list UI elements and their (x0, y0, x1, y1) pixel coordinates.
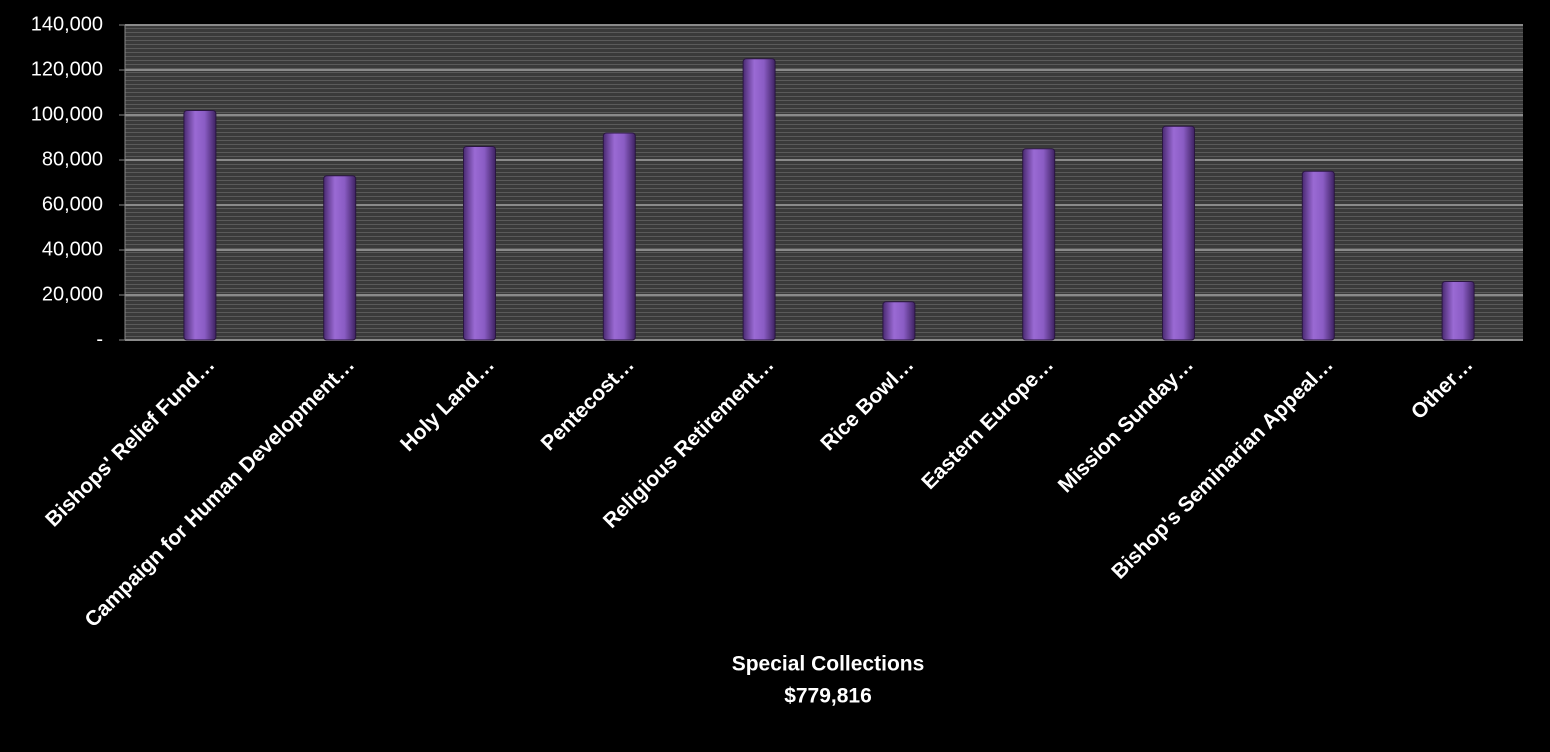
x-axis-title: Special Collections (732, 653, 925, 676)
bar (183, 110, 217, 341)
x-tick-label: Holy Land… (396, 353, 499, 456)
x-tick-label: Rice Bowl… (816, 353, 918, 455)
bar (882, 301, 916, 341)
y-tick-label: 100,000 (31, 103, 103, 125)
y-tick-label: 140,000 (31, 13, 103, 35)
x-tick-label: Campaign for Human Development… (81, 353, 360, 632)
x-tick-label: Bishop's Seminarian Appeal… (1107, 353, 1337, 583)
y-tick-label: 80,000 (42, 148, 103, 170)
bar (1162, 125, 1195, 341)
x-tick-label: Mission Sunday… (1054, 353, 1198, 497)
y-tick-label: 40,000 (42, 238, 103, 260)
bar (1441, 281, 1475, 341)
bar (323, 175, 357, 341)
plot-area (125, 25, 1523, 340)
bar (602, 132, 636, 341)
bar (1301, 170, 1335, 341)
bar (1022, 148, 1056, 341)
y-tick-label: - (96, 328, 103, 350)
y-tick-label: 120,000 (31, 58, 103, 80)
x-tick-label: Pentecost… (537, 353, 639, 455)
x-tick-label: Other… (1407, 353, 1478, 424)
bar (463, 146, 496, 341)
bar (742, 58, 776, 341)
total-annotation: $779,816 (784, 685, 872, 708)
y-tick-label: 20,000 (42, 283, 103, 305)
y-tick-label: 60,000 (42, 193, 103, 215)
x-tick-label: Eastern Europe… (917, 353, 1058, 494)
